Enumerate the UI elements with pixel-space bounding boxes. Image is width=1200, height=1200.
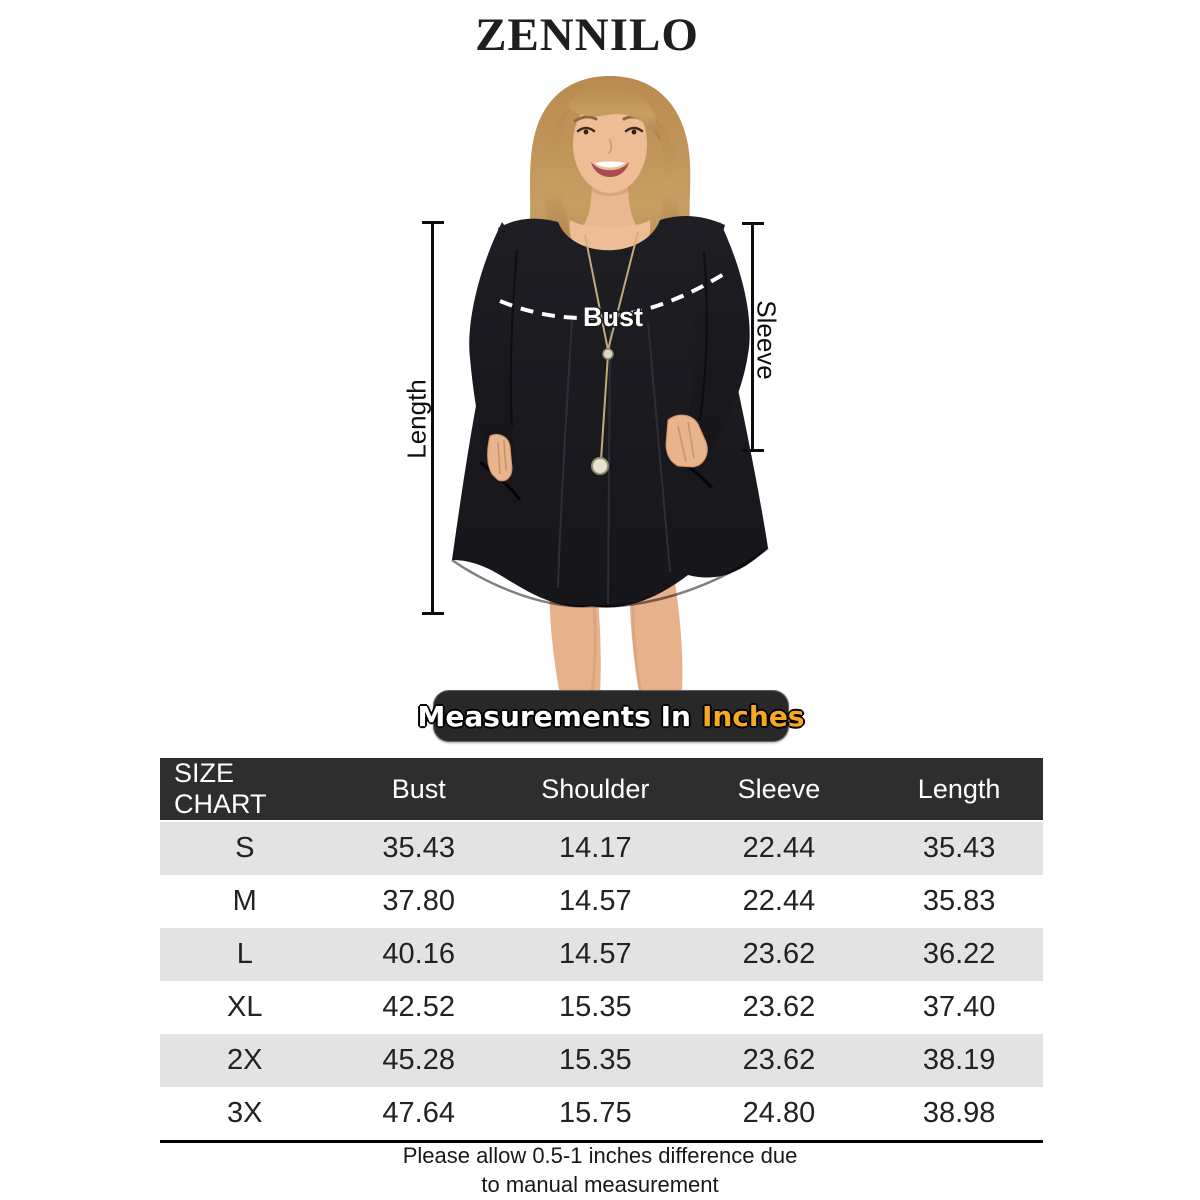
sleeve-cell: 23.62 bbox=[742, 1044, 816, 1076]
size-cell: S bbox=[235, 832, 255, 864]
size-cell: 3X bbox=[227, 1097, 263, 1129]
size-cell: XL bbox=[227, 991, 263, 1023]
table-row-m: M 37.80 14.57 22.44 35.83 bbox=[160, 875, 1043, 928]
sleeve-line-bottom-cap bbox=[741, 449, 764, 452]
col-header-length: Length bbox=[875, 758, 1043, 822]
length-line-top-cap bbox=[421, 221, 444, 224]
model-photo-illustration: Bust bbox=[451, 76, 769, 695]
table-row-l: L 40.16 14.57 23.62 36.22 bbox=[160, 928, 1043, 981]
sleeve-cell: 23.62 bbox=[742, 938, 816, 970]
length-cell: 37.40 bbox=[922, 991, 996, 1023]
dress-sleeve-right bbox=[678, 222, 750, 464]
disclaimer-line-1: Please allow 0.5-1 inches difference due bbox=[402, 1143, 798, 1168]
table-row-3x: 3X 47.64 15.75 24.80 38.98 bbox=[160, 1087, 1043, 1142]
shoulder-cell: 14.17 bbox=[559, 832, 632, 864]
col-header-bust: Bust bbox=[329, 758, 508, 822]
sleeve-inner-shadow bbox=[509, 249, 708, 427]
sleeve-cell: 23.62 bbox=[742, 991, 816, 1023]
sleeve-cell: 22.44 bbox=[742, 832, 816, 864]
col-header-shoulder: Shoulder bbox=[507, 758, 683, 822]
size-cell: 2X bbox=[227, 1044, 263, 1076]
brand-title: ZENNILO bbox=[475, 9, 699, 61]
bust-cell: 35.43 bbox=[382, 832, 455, 864]
sleeve-line-top-cap bbox=[741, 222, 764, 225]
table-row-2x: 2X 45.28 15.35 23.62 38.19 bbox=[160, 1034, 1043, 1087]
bust-label: Bust bbox=[583, 302, 643, 332]
col-header-sleeve: Sleeve bbox=[682, 758, 876, 822]
sleeve-cell: 22.44 bbox=[742, 885, 816, 917]
measurement-disclaimer: Please allow 0.5-1 inches difference due… bbox=[0, 1141, 1200, 1199]
size-cell: M bbox=[232, 885, 257, 917]
col-header-size-chart: SIZE CHART bbox=[160, 758, 330, 822]
bust-cell: 45.28 bbox=[382, 1044, 455, 1076]
dress-sleeve-left bbox=[469, 222, 516, 472]
table-row-s: S 35.43 14.17 22.44 35.43 bbox=[160, 821, 1043, 875]
model-hair-fringe bbox=[568, 85, 662, 144]
table-row-xl: XL 42.52 15.35 23.62 37.40 bbox=[160, 981, 1043, 1034]
model-nose bbox=[608, 139, 613, 154]
length-cell: 38.98 bbox=[922, 1097, 996, 1129]
size-chart-header-row: SIZE CHART Bust Shoulder Sleeve Length bbox=[160, 758, 1043, 822]
length-line-bottom-cap bbox=[421, 612, 444, 615]
finger-lines bbox=[497, 421, 695, 475]
size-chart-table: SIZE CHART Bust Shoulder Sleeve Length S… bbox=[160, 758, 1043, 1143]
bust-cell: 37.80 bbox=[382, 885, 455, 917]
shoulder-cell: 15.35 bbox=[559, 1044, 632, 1076]
dress-fold-lines bbox=[557, 319, 671, 605]
badge-unit-text: Inches bbox=[701, 699, 805, 733]
shoulder-cell: 14.57 bbox=[559, 885, 632, 917]
eye-right bbox=[631, 129, 637, 135]
shoulder-cell: 14.57 bbox=[559, 938, 632, 970]
bust-cell: 42.52 bbox=[382, 991, 455, 1023]
bust-cell: 40.16 bbox=[382, 938, 455, 970]
length-cell: 36.22 bbox=[922, 938, 996, 970]
model-smile bbox=[591, 162, 629, 177]
model-neck bbox=[580, 178, 640, 230]
eye-left bbox=[583, 129, 589, 135]
length-cell: 35.43 bbox=[922, 832, 996, 864]
sleeve-label: Sleeve bbox=[751, 300, 782, 380]
necklace-chain bbox=[584, 231, 639, 461]
size-cell: L bbox=[236, 938, 253, 970]
length-label: Length bbox=[401, 379, 432, 459]
shoulder-cell: 15.75 bbox=[559, 1097, 632, 1129]
length-cell: 35.83 bbox=[922, 885, 996, 917]
dress-hem-shadow bbox=[451, 547, 769, 608]
bust-cell: 47.64 bbox=[382, 1097, 455, 1129]
model-teeth bbox=[595, 161, 625, 168]
measurements-unit-badge: Measurements In Inches bbox=[418, 690, 804, 742]
badge-text: Measurements In bbox=[417, 699, 691, 733]
bust-dashed-line bbox=[499, 270, 729, 321]
sleeve-measure-line bbox=[741, 222, 764, 452]
model-eyes bbox=[576, 126, 644, 133]
model-face bbox=[573, 95, 647, 193]
length-cell: 38.19 bbox=[922, 1044, 996, 1076]
model-hand-right bbox=[665, 414, 708, 468]
necklace-pendant-small bbox=[602, 348, 614, 360]
sleeve-cell: 24.80 bbox=[742, 1097, 816, 1129]
disclaimer-line-2: to manual measurement bbox=[481, 1172, 719, 1198]
necklace-pendant-ball bbox=[591, 457, 609, 475]
shoulder-cell: 15.35 bbox=[559, 991, 632, 1023]
length-measure-line bbox=[421, 221, 444, 615]
